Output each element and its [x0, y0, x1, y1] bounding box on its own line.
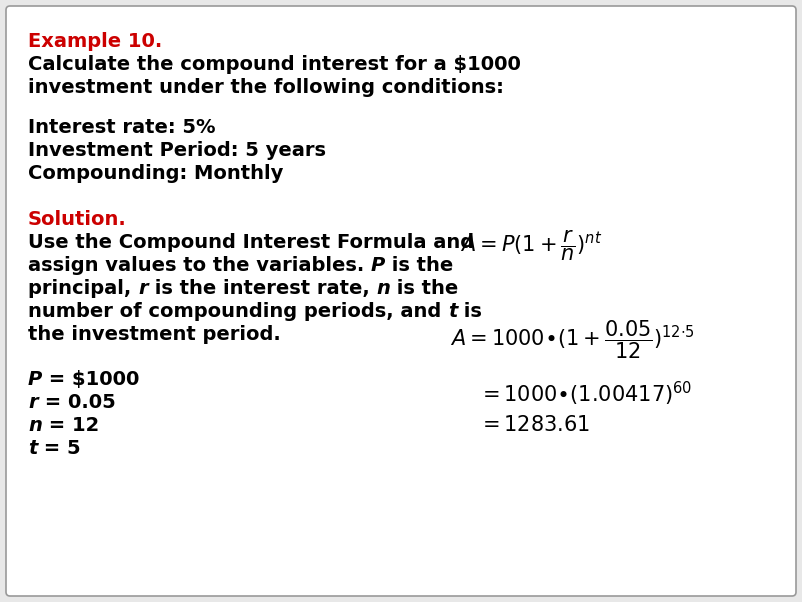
Text: r: r [138, 279, 148, 298]
Text: P: P [28, 370, 43, 389]
Text: number of compounding periods, and: number of compounding periods, and [28, 302, 448, 321]
Text: = $1000: = $1000 [43, 370, 140, 389]
Text: r: r [28, 393, 38, 412]
Text: $= 1283.61$: $= 1283.61$ [478, 415, 590, 435]
Text: assign values to the variables.: assign values to the variables. [28, 256, 371, 275]
Text: principal,: principal, [28, 279, 138, 298]
Text: Investment Period: 5 years: Investment Period: 5 years [28, 141, 326, 160]
Text: P: P [371, 256, 385, 275]
Text: = 5: = 5 [38, 439, 81, 458]
Text: $A = 1000{\bullet}(1+\dfrac{0.05}{12})^{12{\cdot}5}$: $A = 1000{\bullet}(1+\dfrac{0.05}{12})^{… [450, 318, 695, 361]
Text: $A = P(1+\dfrac{r}{n})^{nt}$: $A = P(1+\dfrac{r}{n})^{nt}$ [460, 228, 602, 262]
Text: t: t [28, 439, 38, 458]
Text: is the: is the [390, 279, 458, 298]
Text: Solution.: Solution. [28, 210, 127, 229]
Text: Example 10.: Example 10. [28, 32, 162, 51]
Text: is: is [457, 302, 482, 321]
Text: investment under the following conditions:: investment under the following condition… [28, 78, 504, 97]
Text: n: n [376, 279, 390, 298]
Text: = 0.05: = 0.05 [38, 393, 115, 412]
Text: $= 1000{\bullet}(1.00417)^{60}$: $= 1000{\bullet}(1.00417)^{60}$ [478, 380, 692, 408]
Text: the investment period.: the investment period. [28, 325, 281, 344]
Text: t: t [448, 302, 457, 321]
Text: Interest rate: 5%: Interest rate: 5% [28, 118, 216, 137]
Text: = 12: = 12 [42, 416, 99, 435]
Text: Use the Compound Interest Formula and: Use the Compound Interest Formula and [28, 233, 474, 252]
Text: is the: is the [385, 256, 453, 275]
Text: is the interest rate,: is the interest rate, [148, 279, 376, 298]
Text: Calculate the compound interest for a $1000: Calculate the compound interest for a $1… [28, 55, 520, 74]
Text: Compounding: Monthly: Compounding: Monthly [28, 164, 283, 183]
Text: n: n [28, 416, 42, 435]
FancyBboxPatch shape [6, 6, 796, 596]
